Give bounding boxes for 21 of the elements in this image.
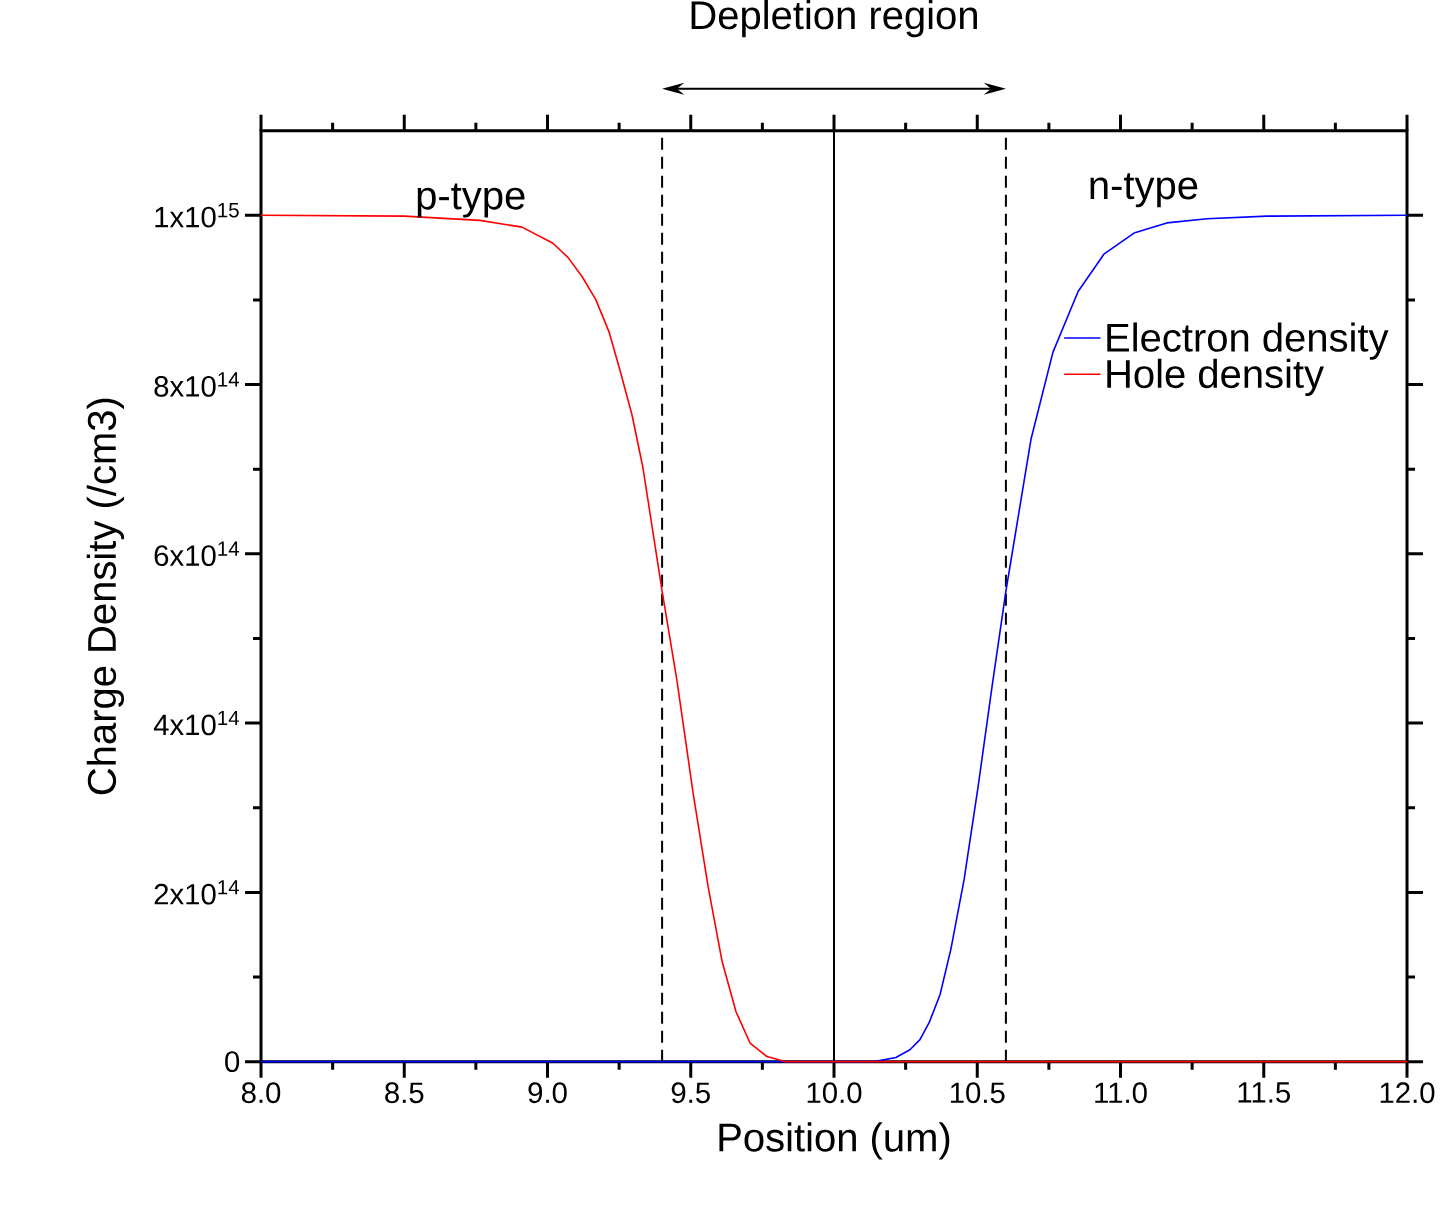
y-tick-label: 1x10$^{15}$ bbox=[155, 203, 239, 228]
x-tick-label: 8.5 bbox=[385, 1082, 424, 1104]
y-tick-label: 6x10$^{14}$ bbox=[154, 541, 240, 567]
x-tick-label: 11.0 bbox=[1095, 1082, 1147, 1104]
x-tick-label: 8.0 bbox=[241, 1082, 281, 1104]
annotation: n-type bbox=[1090, 173, 1198, 208]
x-tick-label: 9.5 bbox=[671, 1082, 710, 1104]
x-tick-label: 10.0 bbox=[807, 1082, 862, 1104]
y-tick-label: 8x10$^{14}$ bbox=[154, 372, 240, 397]
x-tick-label: 11.5 bbox=[1238, 1082, 1290, 1104]
y-axis-title: Charge Density (/cm3) bbox=[86, 398, 125, 795]
annotation: p-type bbox=[417, 183, 525, 218]
y-tick-label: 4x10$^{14}$ bbox=[153, 711, 240, 736]
y-tick-label: 0 bbox=[225, 1051, 240, 1073]
x-tick-label: 10.5 bbox=[950, 1082, 1005, 1104]
x-tick-label: 9.0 bbox=[528, 1082, 567, 1104]
x-tick-label: 12.0 bbox=[1380, 1082, 1435, 1104]
text: Depletion region bbox=[691, 0, 977, 38]
y-tick-label: 2x10$^{14}$ bbox=[154, 880, 240, 905]
x-axis-title: Position (um) bbox=[719, 1122, 950, 1160]
legend-label: Hole density bbox=[1107, 358, 1324, 397]
